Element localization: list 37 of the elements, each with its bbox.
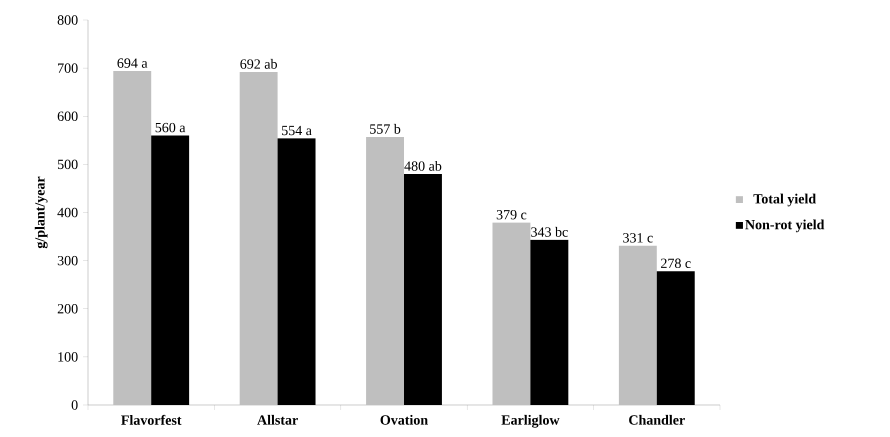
data-label: 692 ab — [240, 58, 277, 69]
data-label: 379 c — [496, 210, 526, 220]
data-label: 343 bc — [531, 226, 568, 237]
bar — [151, 136, 190, 405]
y-tick-label: 500 — [58, 160, 78, 170]
y-tick-label: 300 — [58, 256, 78, 266]
x-tick-label: Earliglow — [501, 414, 560, 428]
y-tick-label: 700 — [58, 63, 78, 73]
legend-label: Non-rot yield — [745, 219, 824, 232]
bar — [656, 271, 695, 405]
y-tick-label: 0 — [72, 400, 78, 410]
bar — [366, 136, 404, 405]
bar — [278, 138, 316, 405]
data-label: 480 ab — [404, 160, 442, 171]
x-tick-label: Flavorfest — [121, 414, 182, 425]
data-label: 694 a — [117, 58, 148, 68]
x-tick-label: Chandler — [629, 414, 685, 425]
bar — [492, 222, 530, 405]
data-label: 554 a — [282, 126, 312, 136]
bar — [618, 246, 657, 405]
data-label: 557 b — [370, 124, 400, 134]
data-label: 560 a — [156, 122, 186, 132]
y-tick-label: 400 — [57, 208, 78, 218]
data-label: 278 c — [661, 258, 691, 268]
y-tick-label: 600 — [58, 112, 78, 121]
y-tick-label: 200 — [58, 304, 78, 314]
x-tick-label: Allstar — [257, 414, 298, 425]
y-tick-label: 100 — [58, 352, 78, 362]
bar — [113, 71, 152, 405]
y-axis-title: g/plant/year — [34, 176, 48, 248]
bar — [404, 174, 442, 405]
bar — [530, 240, 568, 405]
data-label: 331 c — [623, 233, 653, 243]
bar — [240, 72, 278, 405]
y-tick-label: 800 — [58, 15, 78, 25]
legend-label: Total yield — [753, 194, 816, 206]
x-tick-label: Ovation — [380, 414, 428, 425]
